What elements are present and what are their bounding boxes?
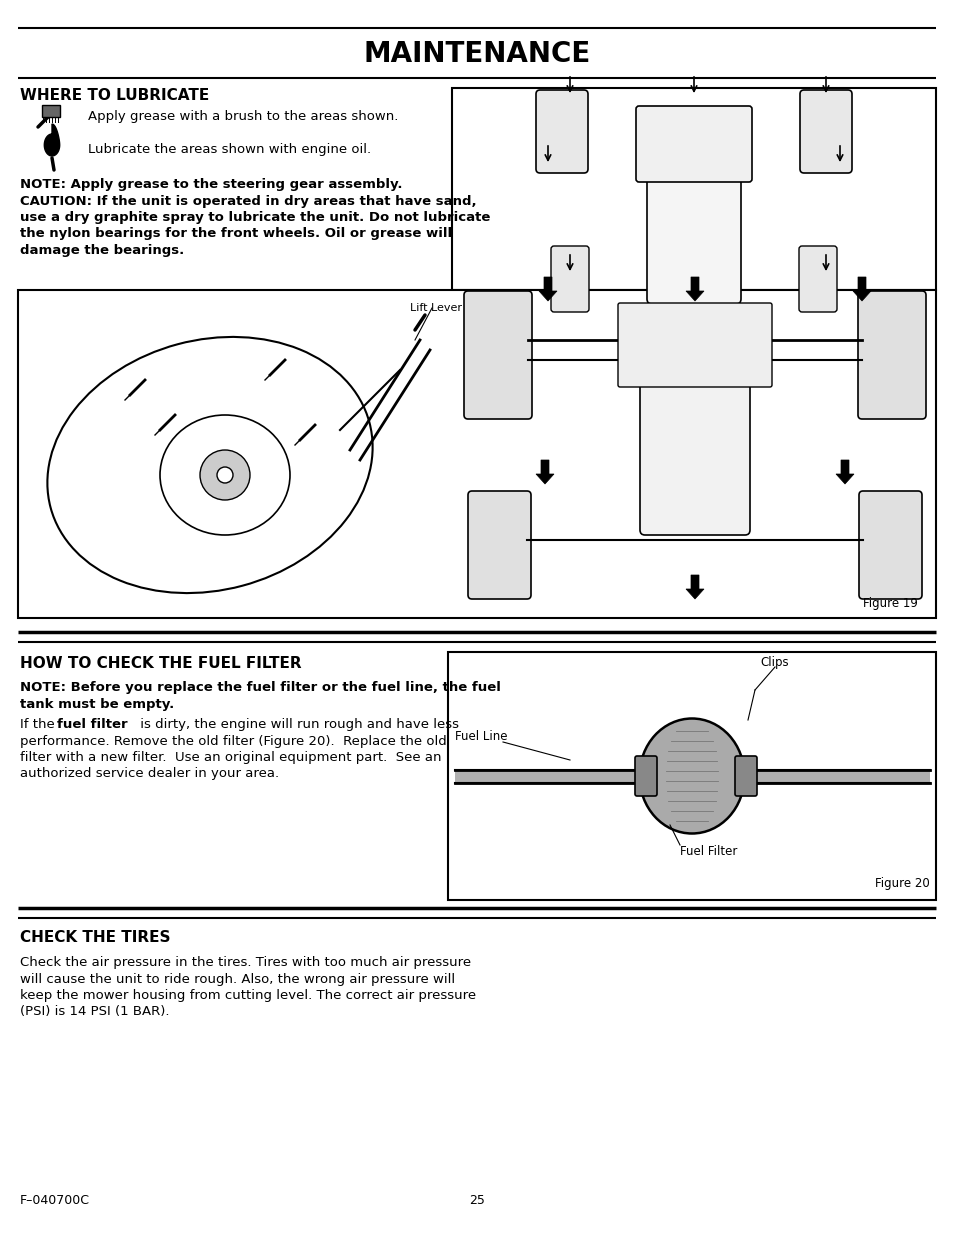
- FancyBboxPatch shape: [857, 291, 925, 419]
- Text: authorized service dealer in your area.: authorized service dealer in your area.: [20, 767, 279, 781]
- FancyArrow shape: [685, 277, 703, 301]
- Text: keep the mower housing from cutting level. The correct air pressure: keep the mower housing from cutting leve…: [20, 989, 476, 1002]
- FancyBboxPatch shape: [455, 769, 644, 783]
- Bar: [448, 652, 935, 900]
- Polygon shape: [42, 105, 60, 117]
- Circle shape: [200, 450, 250, 500]
- Text: tank must be empty.: tank must be empty.: [20, 698, 174, 711]
- FancyBboxPatch shape: [618, 303, 771, 387]
- FancyArrow shape: [835, 459, 853, 484]
- Text: performance. Remove the old filter (Figure 20).  Replace the old: performance. Remove the old filter (Figu…: [20, 735, 446, 747]
- Text: filter with a new filter.  Use an original equipment part.  See an: filter with a new filter. Use an origina…: [20, 751, 441, 764]
- Text: (PSI) is 14 PSI (1 BAR).: (PSI) is 14 PSI (1 BAR).: [20, 1005, 170, 1019]
- FancyBboxPatch shape: [551, 246, 588, 312]
- Text: Apply grease with a brush to the areas shown.: Apply grease with a brush to the areas s…: [88, 110, 398, 124]
- Text: If the: If the: [20, 718, 59, 731]
- Text: NOTE: Before you replace the fuel filter or the fuel line, the fuel: NOTE: Before you replace the fuel filter…: [20, 680, 500, 694]
- FancyBboxPatch shape: [636, 106, 751, 182]
- Text: NOTE: Apply grease to the steering gear assembly.: NOTE: Apply grease to the steering gear …: [20, 178, 402, 191]
- Text: Fuel Filter: Fuel Filter: [679, 845, 737, 858]
- Text: will cause the unit to ride rough. Also, the wrong air pressure will: will cause the unit to ride rough. Also,…: [20, 972, 455, 986]
- Text: CAUTION: If the unit is operated in dry areas that have sand,: CAUTION: If the unit is operated in dry …: [20, 194, 476, 207]
- Text: is dirty, the engine will run rough and have less: is dirty, the engine will run rough and …: [136, 718, 458, 731]
- Text: fuel filter: fuel filter: [57, 718, 128, 731]
- FancyBboxPatch shape: [740, 769, 929, 783]
- Text: Figure 20: Figure 20: [874, 877, 929, 890]
- Ellipse shape: [639, 719, 743, 834]
- Bar: [452, 88, 935, 290]
- Text: damage the bearings.: damage the bearings.: [20, 245, 184, 257]
- Text: Clips: Clips: [760, 656, 788, 669]
- FancyBboxPatch shape: [536, 90, 587, 173]
- Text: Check the air pressure in the tires. Tires with too much air pressure: Check the air pressure in the tires. Tir…: [20, 956, 471, 969]
- FancyBboxPatch shape: [639, 375, 749, 535]
- FancyBboxPatch shape: [858, 492, 921, 599]
- FancyArrow shape: [536, 459, 554, 484]
- FancyBboxPatch shape: [463, 291, 532, 419]
- FancyArrow shape: [685, 576, 703, 599]
- Text: use a dry graphite spray to lubricate the unit. Do not lubricate: use a dry graphite spray to lubricate th…: [20, 211, 490, 224]
- FancyBboxPatch shape: [468, 492, 531, 599]
- Text: HOW TO CHECK THE FUEL FILTER: HOW TO CHECK THE FUEL FILTER: [20, 656, 301, 671]
- Circle shape: [216, 467, 233, 483]
- Text: Figure 19: Figure 19: [862, 597, 917, 610]
- FancyBboxPatch shape: [635, 756, 657, 797]
- Text: 25: 25: [469, 1193, 484, 1207]
- Polygon shape: [44, 124, 60, 156]
- FancyBboxPatch shape: [646, 174, 740, 304]
- Text: Lift Lever: Lift Lever: [410, 303, 461, 312]
- FancyBboxPatch shape: [799, 246, 836, 312]
- Text: CHECK THE TIRES: CHECK THE TIRES: [20, 930, 171, 945]
- Bar: [18, 290, 935, 618]
- Text: Fuel Line: Fuel Line: [455, 730, 507, 743]
- Text: F–040700C: F–040700C: [20, 1193, 90, 1207]
- Text: MAINTENANCE: MAINTENANCE: [363, 40, 590, 68]
- Text: the nylon bearings for the front wheels. Oil or grease will: the nylon bearings for the front wheels.…: [20, 227, 452, 241]
- FancyBboxPatch shape: [734, 756, 757, 797]
- Text: Lubricate the areas shown with engine oil.: Lubricate the areas shown with engine oi…: [88, 143, 371, 157]
- FancyArrow shape: [852, 277, 870, 301]
- FancyBboxPatch shape: [800, 90, 851, 173]
- FancyArrow shape: [538, 277, 557, 301]
- Text: WHERE TO LUBRICATE: WHERE TO LUBRICATE: [20, 88, 209, 103]
